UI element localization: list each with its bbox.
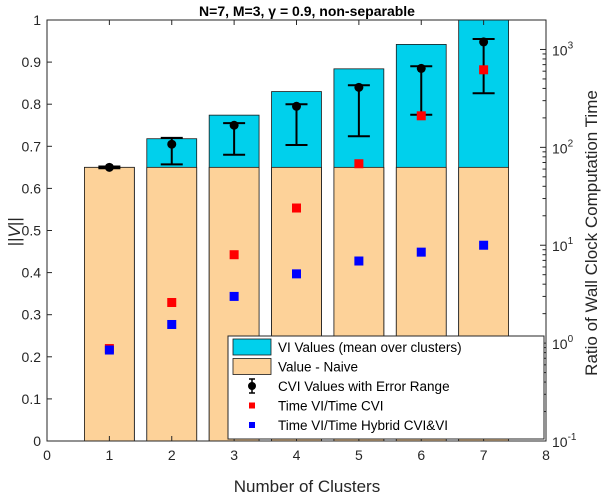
y-tick-label: 0.4 [22, 265, 42, 281]
point-time-hybrid-6 [416, 247, 426, 257]
y-tick-label: 0.5 [22, 223, 42, 239]
y2-tick-label: 102 [552, 138, 574, 156]
point-time-hybrid-1 [104, 345, 114, 355]
x-tick-label: 4 [293, 447, 301, 463]
point-cvi-6 [416, 63, 426, 73]
x-tick-label: 3 [230, 447, 238, 463]
y-tick-label: 0.6 [22, 180, 42, 196]
y2-tick-label: 103 [552, 40, 574, 58]
legend-item: Time VI/Time Hybrid CVI&VI [249, 418, 448, 433]
legend-marker [248, 382, 256, 390]
point-cvi-2 [167, 139, 177, 149]
bar-naive-1 [84, 166, 135, 442]
legend-label: VI Values (mean over clusters) [278, 340, 462, 355]
y2-tick-label: 10-1 [552, 432, 577, 450]
legend-label: Value - Naive [278, 360, 358, 375]
y2-tick-label: 101 [552, 236, 574, 254]
y-tick-label: 1 [33, 12, 41, 28]
point-cvi-5 [354, 82, 364, 92]
legend-swatch [232, 358, 272, 375]
y-tick-label: 0.3 [22, 307, 42, 323]
point-time-cvi-4 [292, 203, 301, 213]
y-axis-left: 0 0.1 0.2 0.3 0.4 0.5 0.6 0.7 0.8 0.9 1 [22, 12, 52, 449]
point-time-cvi-5 [354, 159, 364, 169]
x-axis: 0 1 2 3 4 5 6 7 8 [43, 20, 550, 463]
x-tick-label: 7 [480, 447, 488, 463]
y-tick-label: 0.2 [22, 349, 42, 365]
legend-swatch [232, 338, 272, 356]
point-time-hybrid-7 [479, 240, 489, 250]
points-layer [104, 65, 489, 355]
legend-marker [249, 402, 255, 409]
x-tick-label: 2 [168, 447, 176, 463]
errorbars-layer [98, 37, 495, 172]
x-tick-label: 1 [105, 447, 113, 463]
point-time-cvi-3 [229, 250, 239, 260]
legend-marker [249, 422, 255, 428]
chart-title: N=7, M=3, γ = 0.9, non-separable [199, 3, 415, 19]
y-tick-label: 0.1 [22, 391, 42, 407]
point-cvi-4 [292, 101, 301, 111]
legend-box [227, 335, 545, 440]
legend-item: Value - Naive [232, 358, 358, 375]
point-cvi-3 [229, 120, 239, 130]
y-tick-label: 0.7 [22, 138, 42, 154]
point-time-cvi-7 [479, 65, 489, 75]
x-tick-label: 6 [417, 447, 425, 463]
point-cvi-7 [479, 37, 489, 47]
y-tick-label: 0.8 [22, 96, 42, 112]
point-time-hybrid-5 [354, 256, 364, 266]
point-time-hybrid-3 [229, 291, 239, 301]
legend-item: CVI Values with Error Range [248, 378, 450, 394]
y-tick-label: 0.9 [22, 54, 42, 70]
legend-item: Time VI/Time CVI [249, 399, 384, 414]
legend-label: Time VI/Time Hybrid CVI&VI [278, 418, 448, 433]
legend: VI Values (mean over clusters) Value - Na… [227, 335, 545, 440]
legend-item: VI Values (mean over clusters) [232, 338, 462, 356]
x-tick-label: 0 [43, 447, 51, 463]
y2-axis-label: Ratio of Wall Clock Computation Time [582, 90, 601, 376]
legend-label: Time VI/Time CVI [278, 399, 384, 414]
y-tick-label: 0 [33, 433, 41, 449]
y2-tick-label: 100 [552, 334, 574, 352]
legend-label: CVI Values with Error Range [278, 379, 450, 394]
x-tick-label: 8 [542, 447, 550, 463]
y-axis-label: ||V|| [5, 217, 24, 246]
x-tick-label: 5 [355, 447, 363, 463]
x-axis-label: Number of Clusters [234, 477, 380, 496]
point-time-cvi-6 [416, 111, 426, 121]
point-cvi-1 [104, 162, 114, 172]
point-time-hybrid-4 [292, 269, 301, 279]
point-time-cvi-2 [167, 297, 177, 307]
point-time-hybrid-2 [167, 319, 177, 329]
